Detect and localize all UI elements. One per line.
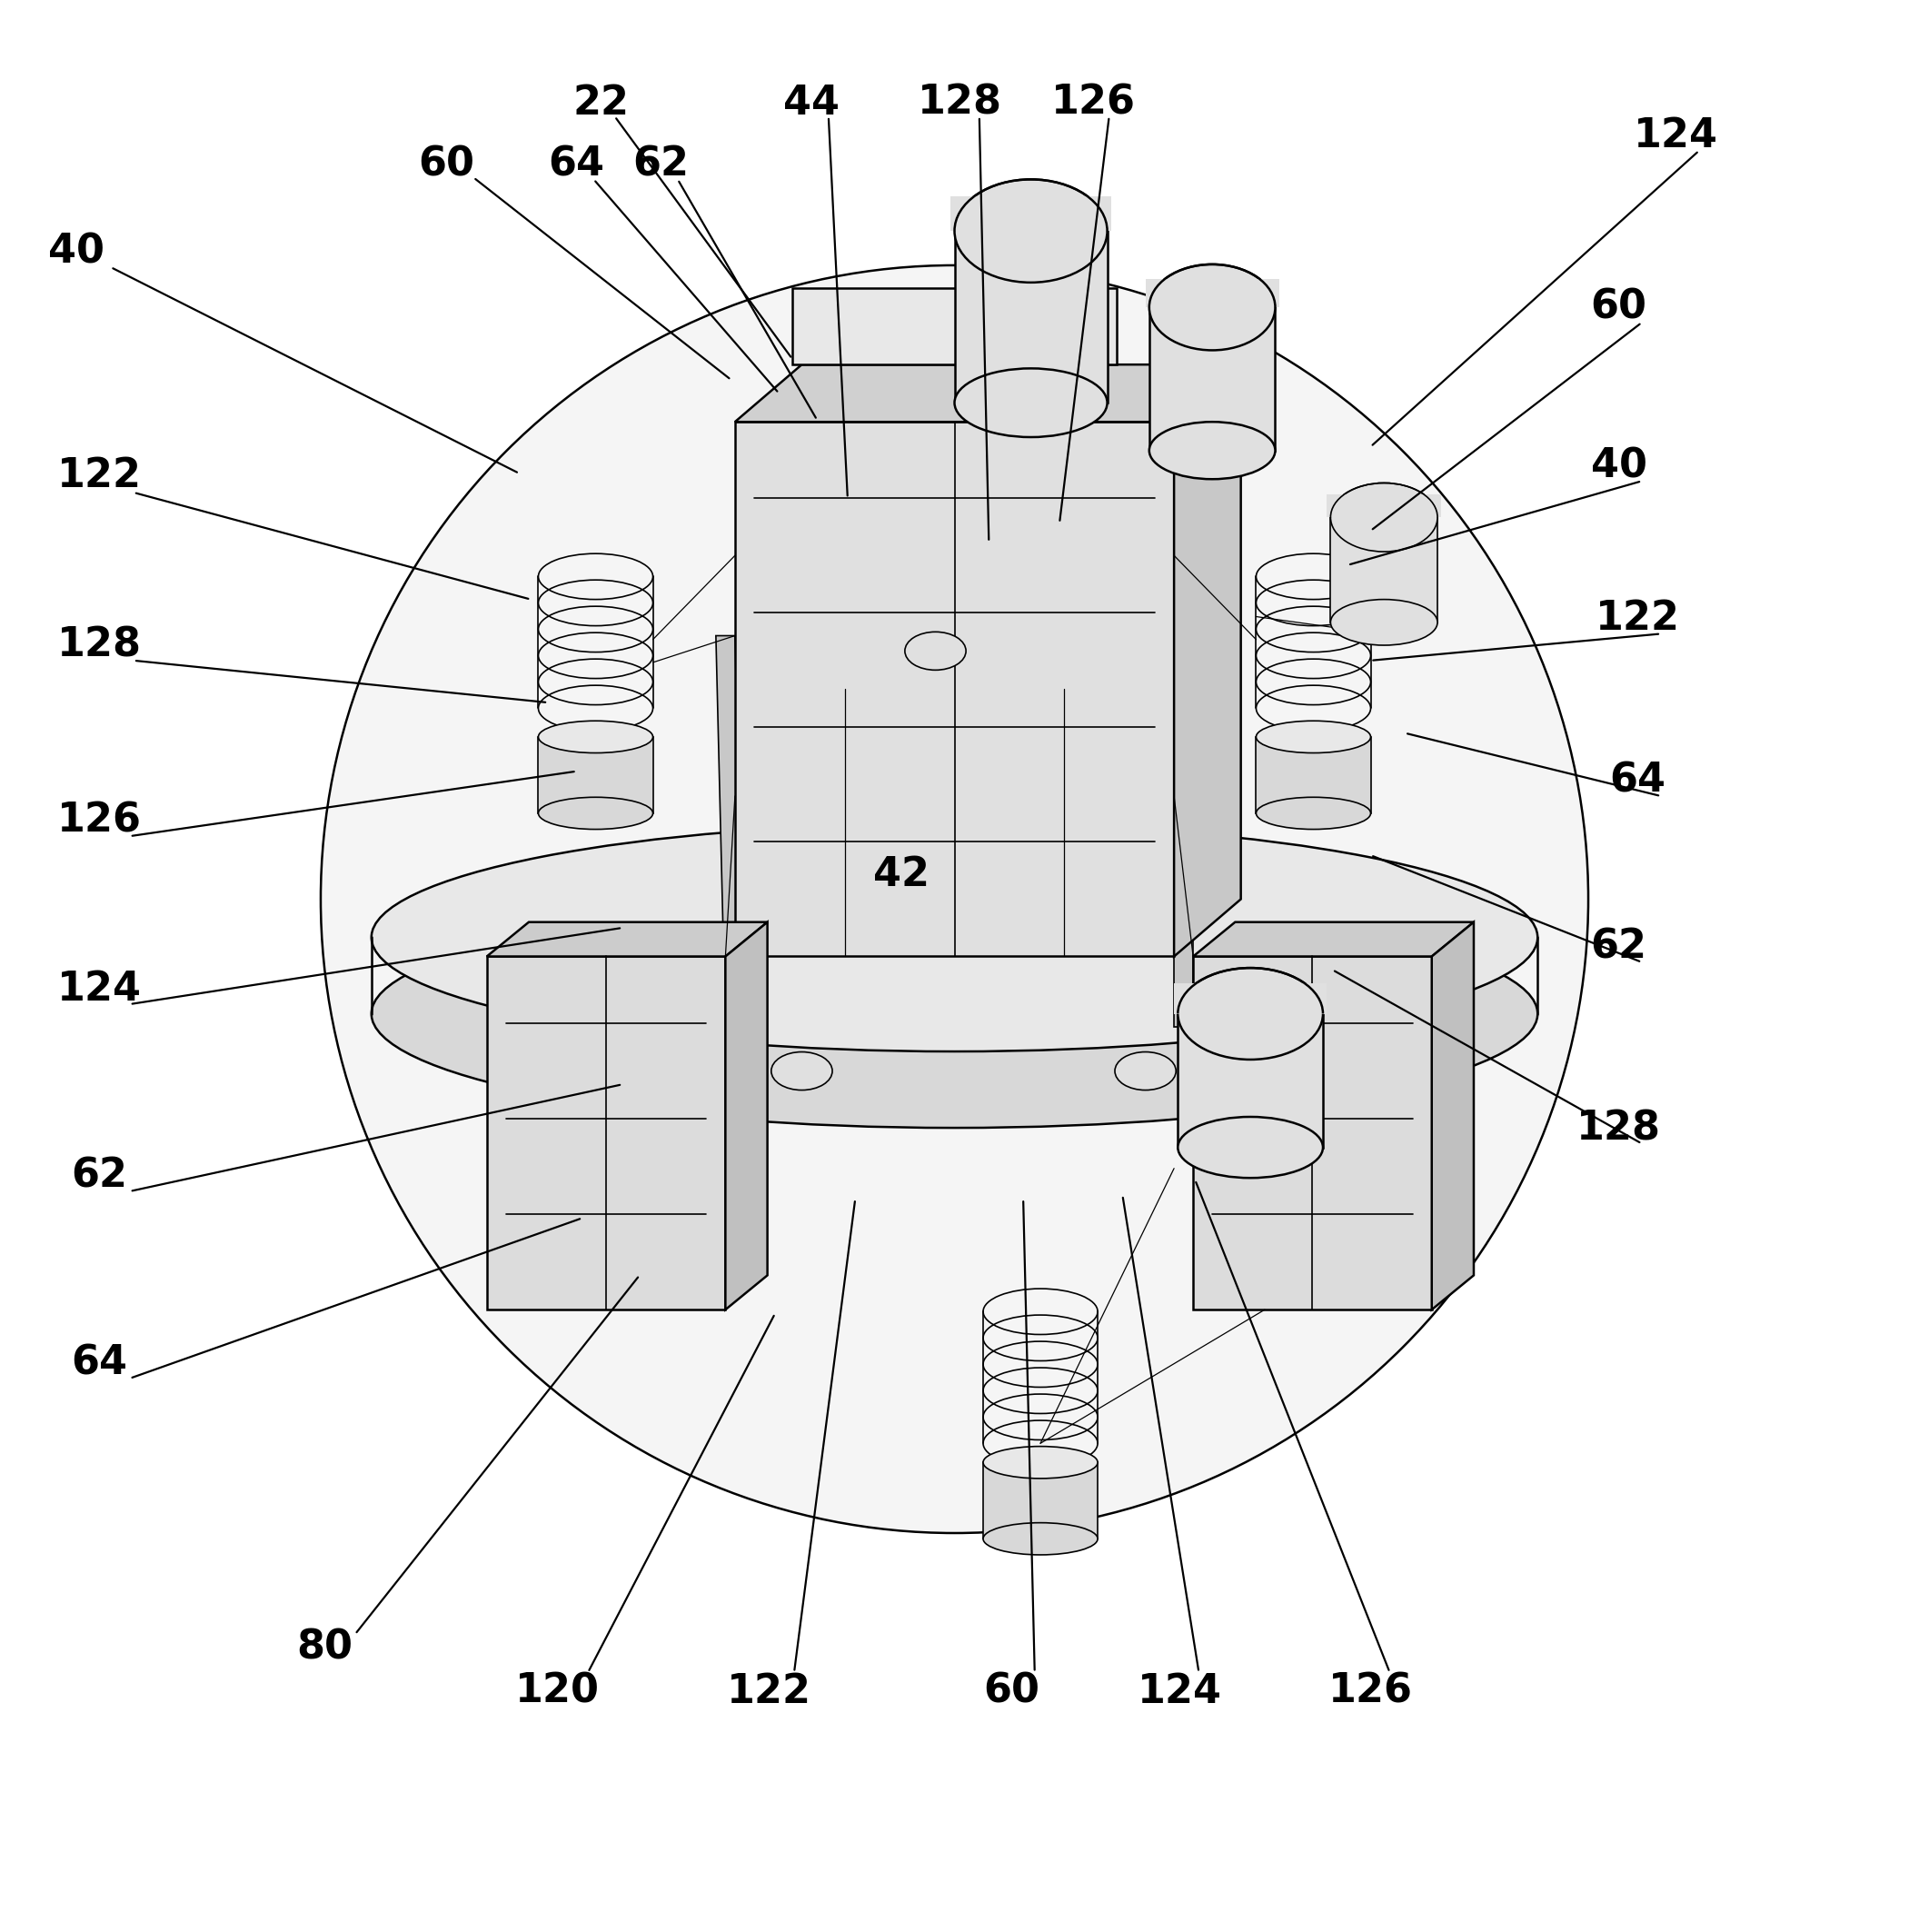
Bar bbox=[955, 232, 1107, 402]
Ellipse shape bbox=[1256, 798, 1371, 829]
Text: 40: 40 bbox=[48, 232, 105, 272]
Bar bbox=[1256, 736, 1371, 813]
Ellipse shape bbox=[955, 369, 1107, 437]
Text: 122: 122 bbox=[1596, 599, 1680, 638]
Ellipse shape bbox=[1178, 1117, 1323, 1179]
Text: 126: 126 bbox=[57, 802, 141, 840]
Bar bbox=[983, 1463, 1098, 1538]
Text: 60: 60 bbox=[1590, 288, 1647, 327]
Bar bbox=[1174, 983, 1327, 1014]
Ellipse shape bbox=[1256, 721, 1371, 753]
Text: 40: 40 bbox=[1590, 446, 1647, 485]
Text: 128: 128 bbox=[1577, 1109, 1661, 1148]
Text: 124: 124 bbox=[1138, 1671, 1222, 1712]
Ellipse shape bbox=[1178, 968, 1323, 1059]
Text: 62: 62 bbox=[632, 145, 689, 184]
Ellipse shape bbox=[1331, 599, 1437, 645]
Bar bbox=[538, 736, 653, 813]
Polygon shape bbox=[1193, 922, 1474, 956]
Ellipse shape bbox=[771, 1051, 832, 1090]
Bar bbox=[1331, 518, 1437, 622]
Text: 42: 42 bbox=[872, 854, 930, 895]
Bar bbox=[951, 197, 1111, 232]
Bar bbox=[792, 288, 1117, 365]
Text: 126: 126 bbox=[1052, 83, 1136, 122]
Text: 124: 124 bbox=[57, 970, 141, 1009]
Polygon shape bbox=[487, 922, 767, 956]
Text: 62: 62 bbox=[71, 1157, 128, 1196]
Bar bbox=[1145, 278, 1279, 307]
Polygon shape bbox=[1193, 956, 1432, 1310]
Text: 64: 64 bbox=[71, 1343, 128, 1383]
Ellipse shape bbox=[321, 265, 1588, 1534]
Polygon shape bbox=[725, 922, 767, 1310]
Ellipse shape bbox=[372, 900, 1537, 1128]
Polygon shape bbox=[735, 421, 1174, 956]
Polygon shape bbox=[735, 365, 1241, 421]
Text: 120: 120 bbox=[515, 1671, 599, 1712]
Ellipse shape bbox=[983, 1522, 1098, 1555]
Text: 80: 80 bbox=[296, 1629, 353, 1667]
Text: 126: 126 bbox=[1329, 1671, 1413, 1712]
Text: 128: 128 bbox=[57, 626, 141, 665]
Polygon shape bbox=[1174, 365, 1241, 956]
Ellipse shape bbox=[1149, 421, 1275, 479]
Ellipse shape bbox=[1331, 483, 1437, 553]
Ellipse shape bbox=[983, 1447, 1098, 1478]
Polygon shape bbox=[487, 956, 725, 1310]
Ellipse shape bbox=[905, 632, 966, 670]
Polygon shape bbox=[1432, 922, 1474, 1310]
Text: 64: 64 bbox=[548, 145, 605, 184]
Text: 122: 122 bbox=[57, 456, 141, 495]
Ellipse shape bbox=[538, 721, 653, 753]
Text: 60: 60 bbox=[418, 145, 475, 184]
Polygon shape bbox=[1174, 636, 1193, 1028]
Ellipse shape bbox=[538, 798, 653, 829]
Polygon shape bbox=[716, 636, 745, 1028]
Bar bbox=[1178, 1014, 1323, 1148]
Text: 22: 22 bbox=[573, 83, 630, 122]
Text: 60: 60 bbox=[983, 1671, 1040, 1712]
Ellipse shape bbox=[1149, 265, 1275, 350]
Text: 124: 124 bbox=[1634, 116, 1718, 155]
Ellipse shape bbox=[955, 180, 1107, 282]
Ellipse shape bbox=[372, 823, 1537, 1051]
Bar bbox=[1149, 307, 1275, 450]
Text: 64: 64 bbox=[1609, 761, 1667, 800]
Bar bbox=[1327, 495, 1441, 518]
Text: 122: 122 bbox=[727, 1671, 811, 1712]
Text: 128: 128 bbox=[918, 83, 1002, 122]
Text: 44: 44 bbox=[783, 83, 840, 122]
Ellipse shape bbox=[1115, 1051, 1176, 1090]
Text: 62: 62 bbox=[1590, 927, 1647, 966]
